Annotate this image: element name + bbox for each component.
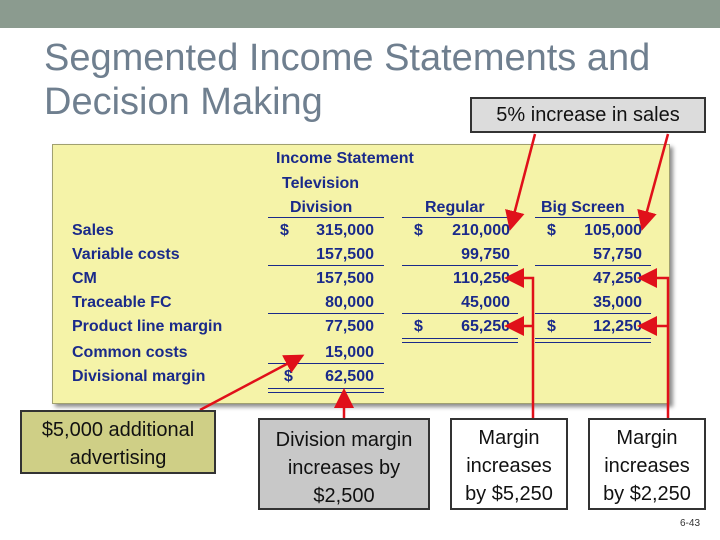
col-header-bigscreen: Big Screen bbox=[541, 199, 625, 216]
callout-line: $5,000 additional bbox=[41, 419, 195, 441]
cell-division-variable-costs: 157,500 bbox=[316, 246, 374, 263]
callout-line: advertising bbox=[69, 447, 167, 469]
cell-division-divisional-margin: 62,500 bbox=[325, 368, 374, 385]
arrow-bigscreen-to-cm bbox=[637, 268, 670, 418]
regular-margin-callout: Margin increases by $5,250 bbox=[450, 418, 568, 510]
rule-line bbox=[268, 265, 384, 266]
cell-bigscreen-traceable-fc: 35,000 bbox=[593, 294, 642, 311]
callout-line: by $5,250 bbox=[465, 483, 553, 505]
row-label-common-costs: Common costs bbox=[72, 344, 188, 361]
header-underline-regular bbox=[402, 217, 518, 218]
arrow-advertising-to-common-costs bbox=[199, 354, 305, 412]
row-label-divisional-margin: Divisional margin bbox=[72, 368, 206, 385]
rule-line bbox=[535, 342, 651, 343]
col-header-division-2: Division bbox=[290, 199, 353, 216]
cell-regular-product-line-margin: 65,250 bbox=[461, 318, 510, 335]
currency-sign: $ bbox=[284, 368, 293, 385]
currency-sign: $ bbox=[547, 222, 556, 239]
income-statement-table bbox=[52, 144, 670, 404]
cell-regular-traceable-fc: 45,000 bbox=[461, 294, 510, 311]
rule-line bbox=[268, 388, 384, 389]
rule-line bbox=[535, 313, 651, 314]
rule-line bbox=[268, 363, 384, 364]
currency-sign: $ bbox=[547, 318, 556, 335]
col-header-regular: Regular bbox=[425, 199, 485, 216]
bigscreen-margin-callout: Margin increases by $2,250 bbox=[588, 418, 706, 510]
callout-line: Margin bbox=[478, 427, 540, 449]
advertising-callout: $5,000 additional advertising bbox=[20, 410, 216, 474]
title-line-1: Segmented Income Statements and bbox=[44, 37, 651, 79]
cell-regular-variable-costs: 99,750 bbox=[461, 246, 510, 263]
callout-line: by $2,250 bbox=[603, 483, 691, 505]
rule-line bbox=[402, 338, 518, 339]
cell-division-common-costs: 15,000 bbox=[325, 344, 374, 361]
rule-line bbox=[535, 338, 651, 339]
callout-line: Division margin bbox=[275, 429, 413, 451]
header-underline-division bbox=[268, 217, 384, 218]
row-label-sales: Sales bbox=[72, 222, 114, 239]
row-label-variable-costs: Variable costs bbox=[72, 246, 180, 263]
cell-bigscreen-cm: 47,250 bbox=[593, 270, 642, 287]
cell-division-product-line-margin: 77,500 bbox=[325, 318, 374, 335]
callout-line: increases bbox=[466, 455, 552, 477]
currency-sign: $ bbox=[414, 222, 423, 239]
arrow-to-bigscreen-sales bbox=[637, 133, 670, 231]
cell-division-traceable-fc: 80,000 bbox=[325, 294, 374, 311]
rule-line bbox=[402, 265, 518, 266]
rule-line bbox=[402, 342, 518, 343]
callout-line: increases bbox=[604, 455, 690, 477]
table-heading: Income Statement bbox=[276, 150, 414, 167]
title-line-2: Decision Making bbox=[44, 81, 323, 123]
arrow-regular-to-cm bbox=[504, 268, 535, 418]
arrow-to-regular-sales bbox=[505, 133, 537, 231]
cell-division-sales: 315,000 bbox=[316, 222, 374, 239]
rule-line bbox=[535, 265, 651, 266]
col-header-division-1: Television bbox=[282, 175, 360, 192]
rule-line bbox=[268, 392, 384, 393]
cell-bigscreen-sales: 105,000 bbox=[584, 222, 642, 239]
header-underline-bigscreen bbox=[535, 217, 651, 218]
cell-bigscreen-product-line-margin: 12,250 bbox=[593, 318, 642, 335]
page-number: 6-43 bbox=[680, 518, 701, 529]
cell-regular-cm: 110,250 bbox=[453, 270, 510, 287]
cell-bigscreen-variable-costs: 57,750 bbox=[593, 246, 642, 263]
rule-line bbox=[402, 313, 518, 314]
currency-sign: $ bbox=[280, 222, 289, 239]
row-label-cm: CM bbox=[72, 270, 97, 287]
page-title: Segmented Income Statements and Decision… bbox=[44, 36, 684, 124]
row-label-traceable-fc: Traceable FC bbox=[72, 294, 172, 311]
sales-increase-callout: 5% increase in sales bbox=[470, 97, 706, 133]
callout-line: increases by bbox=[287, 457, 401, 479]
division-margin-callout: Division margin increases by $2,500 bbox=[258, 418, 430, 510]
row-label-product-line-margin: Product line margin bbox=[72, 318, 223, 335]
cell-regular-sales: 210,000 bbox=[452, 222, 510, 239]
top-bar bbox=[0, 0, 720, 28]
callout-line: $2,500 bbox=[313, 485, 375, 507]
cell-division-cm: 157,500 bbox=[316, 270, 374, 287]
currency-sign: $ bbox=[414, 318, 423, 335]
callout-line: Margin bbox=[616, 427, 678, 449]
rule-line bbox=[268, 313, 384, 314]
